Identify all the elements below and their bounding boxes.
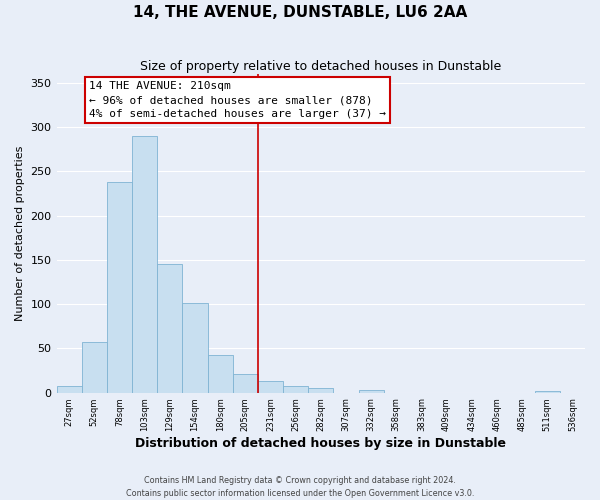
- Title: Size of property relative to detached houses in Dunstable: Size of property relative to detached ho…: [140, 60, 502, 73]
- Bar: [535, 391, 560, 392]
- Bar: [359, 390, 383, 392]
- Bar: [258, 381, 283, 392]
- Y-axis label: Number of detached properties: Number of detached properties: [15, 146, 25, 321]
- Bar: [56, 386, 82, 392]
- Bar: [182, 303, 208, 392]
- Text: Contains HM Land Registry data © Crown copyright and database right 2024.
Contai: Contains HM Land Registry data © Crown c…: [126, 476, 474, 498]
- X-axis label: Distribution of detached houses by size in Dunstable: Distribution of detached houses by size …: [135, 437, 506, 450]
- Bar: [208, 356, 233, 393]
- Bar: [132, 136, 157, 392]
- Bar: [308, 388, 334, 392]
- Bar: [233, 374, 258, 392]
- Text: 14, THE AVENUE, DUNSTABLE, LU6 2AA: 14, THE AVENUE, DUNSTABLE, LU6 2AA: [133, 5, 467, 20]
- Bar: [107, 182, 132, 392]
- Text: 14 THE AVENUE: 210sqm
← 96% of detached houses are smaller (878)
4% of semi-deta: 14 THE AVENUE: 210sqm ← 96% of detached …: [89, 81, 386, 119]
- Bar: [157, 264, 182, 392]
- Bar: [283, 386, 308, 392]
- Bar: [82, 342, 107, 392]
